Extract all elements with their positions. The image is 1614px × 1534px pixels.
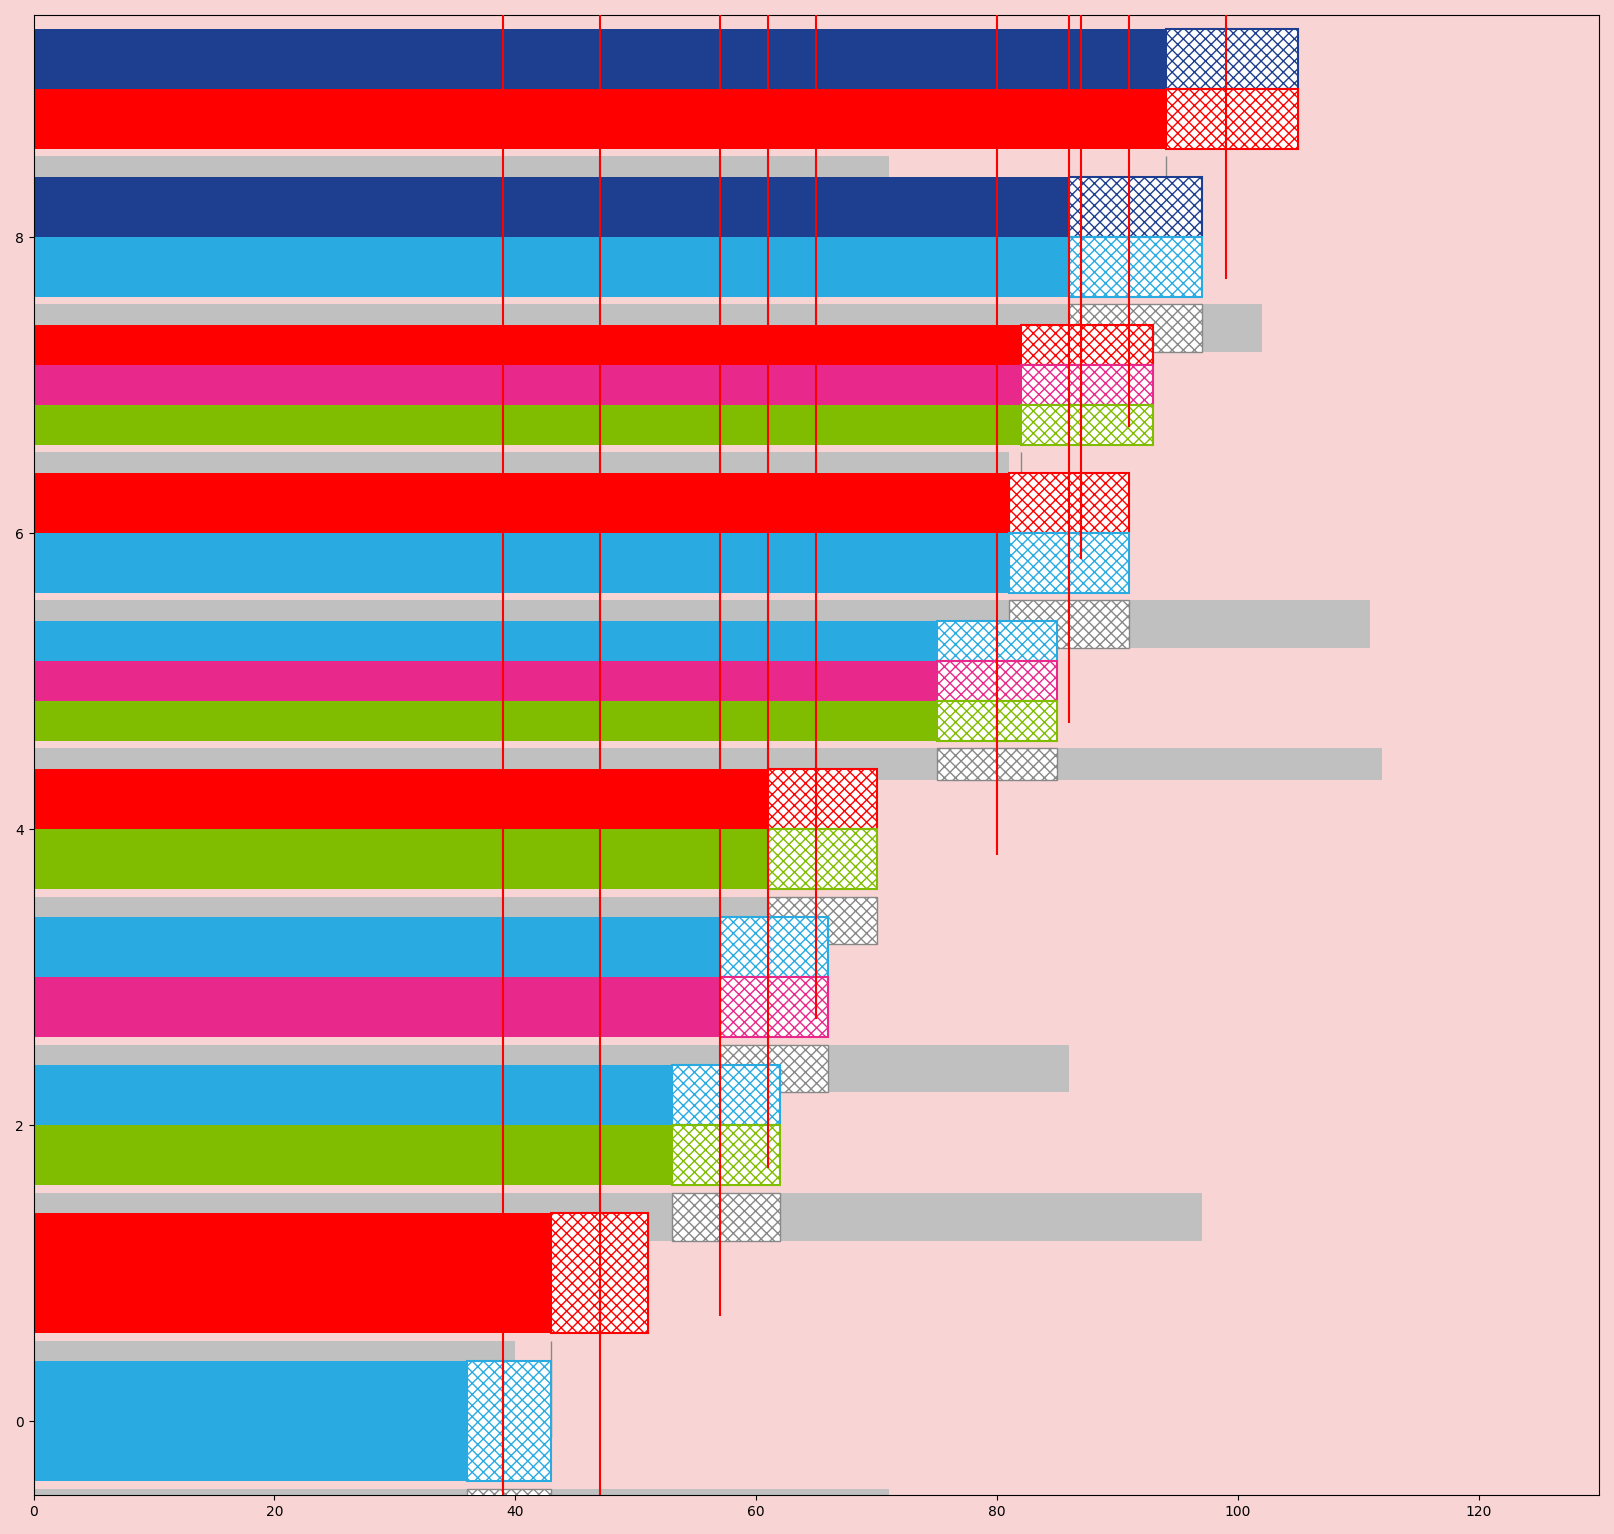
Bar [768, 769, 876, 830]
Bar [768, 830, 876, 890]
Bar [1068, 176, 1202, 238]
Bar [1165, 89, 1298, 149]
Bar [936, 661, 1057, 701]
Bar [34, 534, 1130, 594]
Bar [34, 365, 1154, 405]
Bar [34, 1361, 552, 1482]
Bar [34, 896, 828, 945]
Bar [34, 1488, 889, 1534]
Bar [34, 1045, 1068, 1092]
Bar [1022, 325, 1154, 365]
Bar [34, 1065, 780, 1126]
Bar [1165, 29, 1298, 89]
Bar [720, 977, 828, 1037]
Bar [1068, 304, 1202, 353]
Bar [1009, 534, 1130, 594]
Bar [34, 1126, 780, 1186]
Bar [34, 238, 1202, 298]
Bar [34, 453, 1009, 485]
Bar [466, 1361, 552, 1482]
Bar [34, 29, 1298, 89]
Bar [1009, 600, 1130, 649]
Bar [34, 1192, 1202, 1241]
Bar [768, 896, 876, 945]
Bar [936, 621, 1057, 661]
Bar [1022, 405, 1154, 445]
Bar [671, 1126, 780, 1186]
Bar [34, 176, 1202, 238]
Bar [34, 304, 1262, 353]
Bar [34, 156, 889, 204]
Bar [34, 977, 828, 1037]
Bar [34, 701, 1057, 741]
Bar [936, 749, 1057, 781]
Bar [34, 600, 1370, 649]
Bar [552, 1213, 647, 1333]
Bar [1009, 472, 1130, 534]
Bar [936, 701, 1057, 741]
Bar [34, 405, 1154, 445]
Bar [34, 917, 828, 977]
Bar [34, 89, 1298, 149]
Bar [34, 661, 1057, 701]
Bar [720, 1045, 828, 1092]
Bar [34, 325, 1154, 365]
Bar [466, 1488, 552, 1534]
Bar [34, 749, 1382, 781]
Bar [671, 1192, 780, 1241]
Bar [34, 1341, 515, 1436]
Bar [34, 769, 876, 830]
Bar [34, 1213, 647, 1333]
Bar [671, 1065, 780, 1126]
Bar [34, 830, 876, 890]
Bar [1022, 365, 1154, 405]
Bar [34, 472, 1130, 534]
Bar [720, 917, 828, 977]
Bar [1068, 238, 1202, 298]
Bar [34, 621, 1057, 661]
